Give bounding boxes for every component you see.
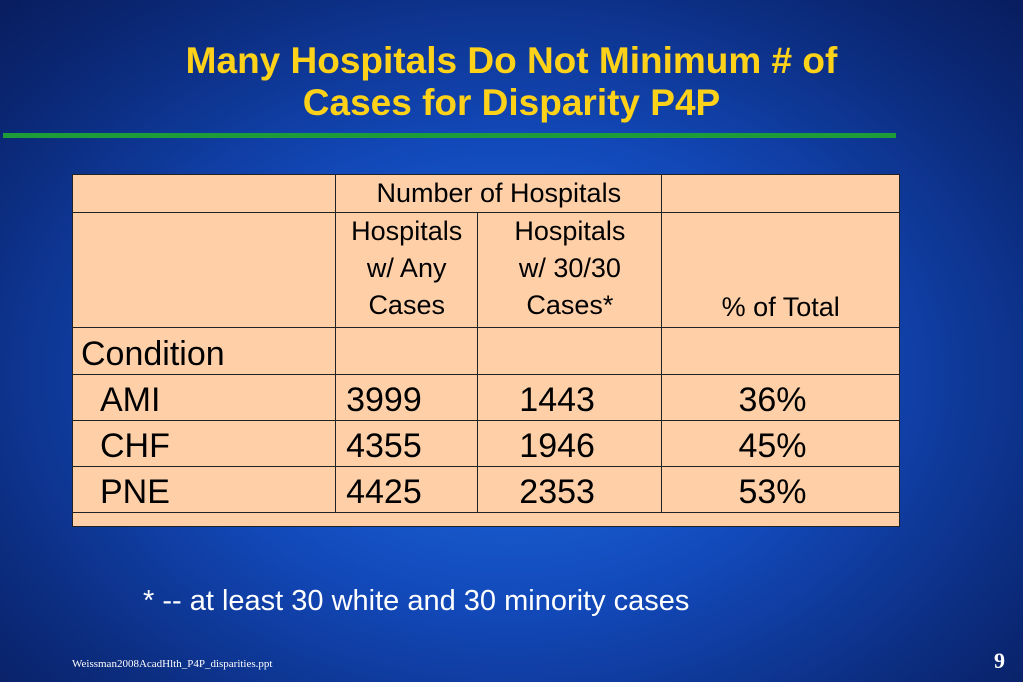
pct-total-cell: 36% [661,374,900,421]
header-empty-cell [71,174,337,213]
condition-cell: CHF [71,420,337,467]
empty-cell [72,512,900,527]
column-header-pct-total: % of Total [661,212,900,328]
footnote: * -- at least 30 white and 30 minority c… [143,585,690,617]
row-group-condition: Condition [71,327,900,375]
table-row: PNE 4425 2353 53% [71,466,900,513]
table-row: CHF 4355 1946 45% [71,420,900,467]
min30-cases-cell: 2353 [477,466,663,513]
slide-title: Many Hospitals Do Not Minimum # of Cases… [0,40,1023,124]
column-header-any-line-3: Cases [368,290,445,320]
page-number: 9 [994,648,1005,673]
header-empty-cell [71,212,337,328]
hospital-counts-table: Number of Hospitals Hospitals w/ Any Cas… [71,174,900,527]
title-divider [3,133,896,138]
any-cases-cell: 4355 [335,420,479,467]
table-header-row-2: Hospitals w/ Any Cases Hospitals w/ 30/3… [71,212,900,328]
empty-cell [477,327,663,375]
table-row: AMI 3999 1443 36% [71,374,900,421]
header-empty-cell [661,174,900,213]
min30-cases-cell: 1443 [477,374,663,421]
column-header-any-line-2: w/ Any [366,253,447,283]
column-header-any-cases: Hospitals w/ Any Cases [335,212,479,328]
empty-cell [335,327,479,375]
pct-total-cell: 53% [661,466,900,513]
row-group-label: Condition [71,327,337,375]
empty-cell [661,327,900,375]
column-header-any-line-1: Hospitals [351,216,463,246]
min30-cases-cell: 1946 [477,420,663,467]
column-header-30-line-3: Cases* [526,290,614,320]
condition-cell: AMI [71,374,337,421]
table-header-row-1: Number of Hospitals [71,174,900,213]
slide-title-line-1: Many Hospitals Do Not Minimum # of [185,40,838,81]
condition-cell: PNE [71,466,337,513]
column-header-30-line-1: Hospitals [514,216,626,246]
any-cases-cell: 4425 [335,466,479,513]
pct-total-cell: 45% [661,420,900,467]
slide-title-line-2: Cases for Disparity P4P [302,82,721,123]
source-filename: Weissman2008AcadHlth_P4P_disparities.ppt [72,658,273,670]
group-header-number-of-hospitals: Number of Hospitals [335,174,663,213]
any-cases-cell: 3999 [335,374,479,421]
column-header-30-line-2: w/ 30/30 [518,253,621,283]
table-footer-row [72,512,900,527]
column-header-30-cases: Hospitals w/ 30/30 Cases* [477,212,663,328]
